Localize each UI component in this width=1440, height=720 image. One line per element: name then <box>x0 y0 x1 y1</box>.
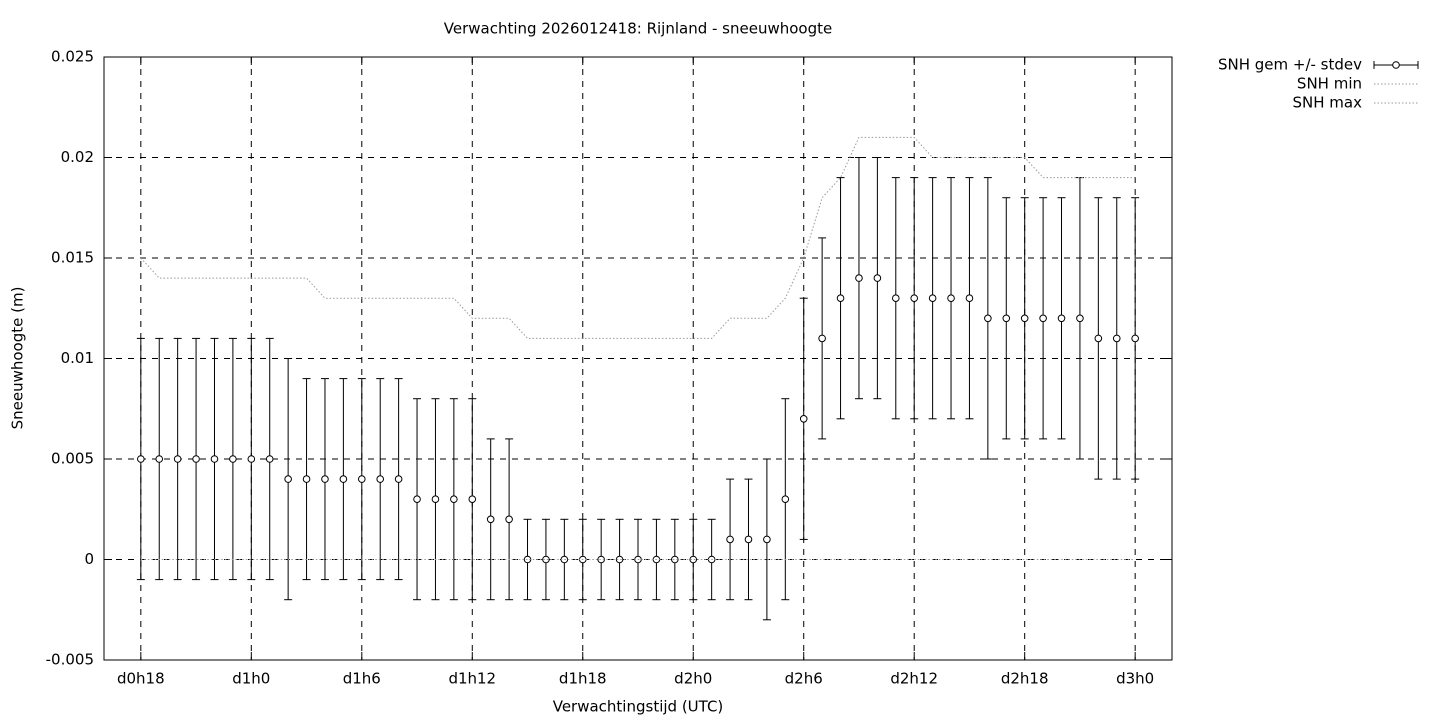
x-tick-label: d1h0 <box>232 670 270 688</box>
point <box>247 455 256 463</box>
point <box>689 555 698 564</box>
x-tick-label: d3h0 <box>1116 670 1154 688</box>
x-tick-label: d2h12 <box>890 670 938 688</box>
legend-label: SNH min <box>1297 75 1362 93</box>
point <box>1076 314 1084 323</box>
point <box>910 294 919 303</box>
y-tick-label: 0.015 <box>51 249 94 267</box>
legend-swatch <box>1392 61 1400 69</box>
point <box>615 555 624 564</box>
y-tick-label: 0.01 <box>61 349 94 367</box>
point <box>542 555 550 564</box>
x-axis-label: Verwachtingstijd (UTC) <box>553 698 724 716</box>
point <box>836 294 845 303</box>
point <box>155 455 164 463</box>
point <box>1020 314 1029 323</box>
x-tick-label: d2h6 <box>785 670 823 688</box>
point <box>1039 314 1047 323</box>
x-tick-label: d1h6 <box>343 670 381 688</box>
point <box>339 475 348 483</box>
x-tick-label: d1h18 <box>559 670 607 688</box>
point <box>1131 334 1139 343</box>
x-tick-label: d1h12 <box>448 670 496 688</box>
point <box>965 294 974 303</box>
y-tick-label: 0.025 <box>51 48 94 66</box>
x-tick-label: d0h18 <box>117 670 165 688</box>
point <box>137 455 145 463</box>
point <box>818 334 826 343</box>
point <box>1002 314 1011 323</box>
point <box>1094 334 1103 343</box>
point <box>799 415 808 423</box>
point <box>505 515 513 524</box>
point <box>1057 314 1066 323</box>
point <box>229 455 237 463</box>
point <box>173 455 182 463</box>
point <box>726 535 734 544</box>
point <box>781 495 790 504</box>
y-axis-label: Sneeuwhoogte (m) <box>9 287 27 430</box>
point <box>468 495 477 504</box>
y-tick-label: 0.02 <box>61 148 94 166</box>
point <box>671 555 679 564</box>
point <box>1112 334 1121 343</box>
x-tick-label: d2h0 <box>674 670 712 688</box>
y-tick-label: 0.005 <box>51 450 94 468</box>
point <box>597 555 605 564</box>
point <box>855 274 863 282</box>
point <box>873 274 882 282</box>
line <box>140 136 1136 339</box>
point <box>486 515 495 524</box>
point <box>357 475 366 483</box>
point <box>928 294 937 303</box>
point <box>302 475 311 483</box>
y-tick-label: 0 <box>84 550 94 568</box>
point <box>210 455 219 463</box>
point <box>284 475 292 483</box>
point <box>376 475 385 483</box>
x-tick-label: d2h18 <box>1001 670 1049 688</box>
point <box>891 294 900 303</box>
point <box>763 535 771 544</box>
point <box>450 495 458 504</box>
point <box>413 495 421 504</box>
point <box>744 535 753 544</box>
legend-label: SNH max <box>1293 94 1363 112</box>
point <box>984 314 992 323</box>
chart-title: Verwachting 2026012418: Rijnland - sneeu… <box>444 20 832 38</box>
point <box>265 455 274 463</box>
plot-frame <box>103 56 1173 661</box>
point <box>192 455 200 463</box>
y-tick-label: -0.005 <box>46 651 94 669</box>
legend-label: SNH gem +/- stdev <box>1218 56 1362 74</box>
point <box>947 294 955 303</box>
point <box>321 475 329 483</box>
point <box>394 475 403 483</box>
point <box>431 495 440 504</box>
